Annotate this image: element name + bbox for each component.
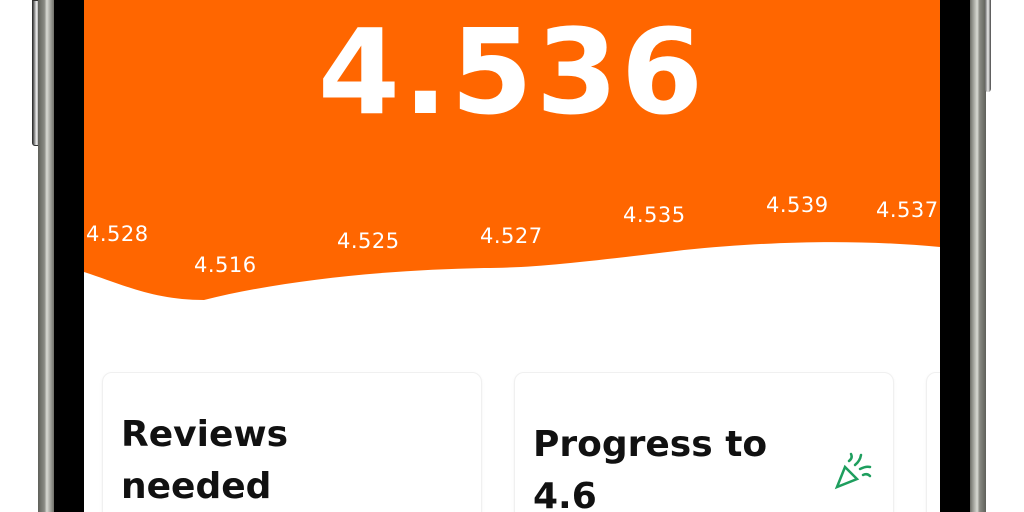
data-label: 4.525 <box>337 229 400 253</box>
data-label: 4.528 <box>86 222 149 246</box>
rating-area <box>84 0 940 300</box>
data-label: 4.539 <box>766 193 829 217</box>
data-label: 4.535 <box>623 203 686 227</box>
party-popper-icon <box>834 452 872 490</box>
rating-trend-chart <box>84 0 940 300</box>
phone-frame-right <box>970 0 986 512</box>
data-label: 4.516 <box>194 253 257 277</box>
card-title-line1: Progress to <box>533 424 768 465</box>
current-rating: 4.536 <box>317 3 707 141</box>
data-label: 4.527 <box>480 224 543 248</box>
data-label: 4.537 <box>876 198 939 222</box>
phone-bezel-left <box>54 0 84 512</box>
card-title-line1: Reviews <box>121 414 289 455</box>
app-screen: 4.536 4.528 4.516 4.525 4.527 4.535 4.539 4.53… <box>84 0 940 512</box>
card-title-line2: 4.6 <box>533 476 597 512</box>
progress-card[interactable]: Progress to 4.6 <box>514 372 894 512</box>
reviews-needed-card[interactable]: Reviews needed <box>102 372 482 512</box>
side-button <box>985 0 991 92</box>
next-card[interactable] <box>926 372 940 512</box>
card-title-line2: needed <box>121 466 272 507</box>
phone-frame-left <box>38 0 54 512</box>
phone-bezel-right <box>940 0 970 512</box>
